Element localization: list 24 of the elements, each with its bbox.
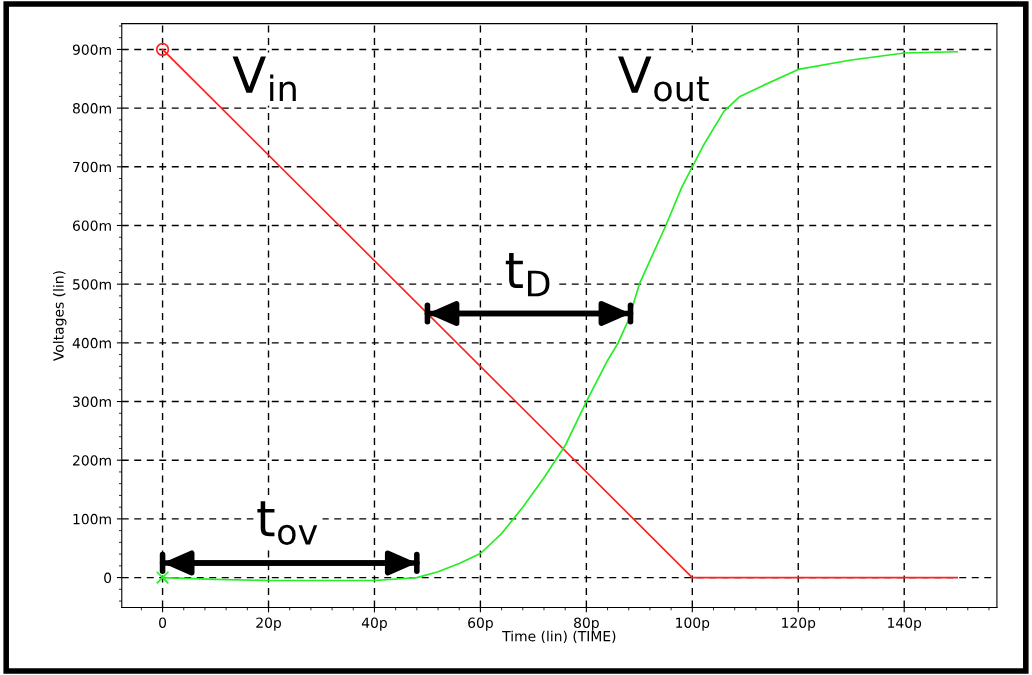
annotation: t$_{ov}$ — [257, 501, 318, 545]
y-tick-label: 500m — [73, 279, 111, 290]
y-tick-label: 100m — [73, 513, 111, 525]
x-tick-label: 60p — [468, 617, 493, 631]
x-tick-label: 0 — [159, 617, 167, 628]
y-tick-label: 0 — [104, 572, 112, 584]
y-axis-title: Voltages (lin) — [53, 271, 67, 362]
annotation: V$_{in}$ — [232, 56, 296, 102]
x-tick-label: 120p — [782, 617, 816, 631]
x-axis-title: Time (lin) (TIME) — [502, 630, 616, 644]
x-tick-label: 100p — [676, 617, 710, 631]
y-tick-label: 400m — [72, 337, 111, 349]
y-tick-label: 900m — [72, 44, 111, 55]
y-tick-label: 800m — [72, 103, 111, 114]
x-tick-label: 80p — [574, 617, 599, 631]
y-tick-label: 700m — [73, 161, 111, 173]
y-tick-label: 200m — [73, 455, 111, 466]
annotation: t$_{D}$ — [505, 252, 550, 297]
x-tick-label: 20p — [256, 617, 281, 631]
annotation: V$_{out}$ — [618, 56, 709, 102]
x-tick-label: 140p — [888, 617, 922, 631]
y-tick-label: 300m — [73, 396, 111, 407]
y-tick-label: 600m — [72, 220, 111, 231]
x-tick-label: 40p — [361, 617, 387, 631]
